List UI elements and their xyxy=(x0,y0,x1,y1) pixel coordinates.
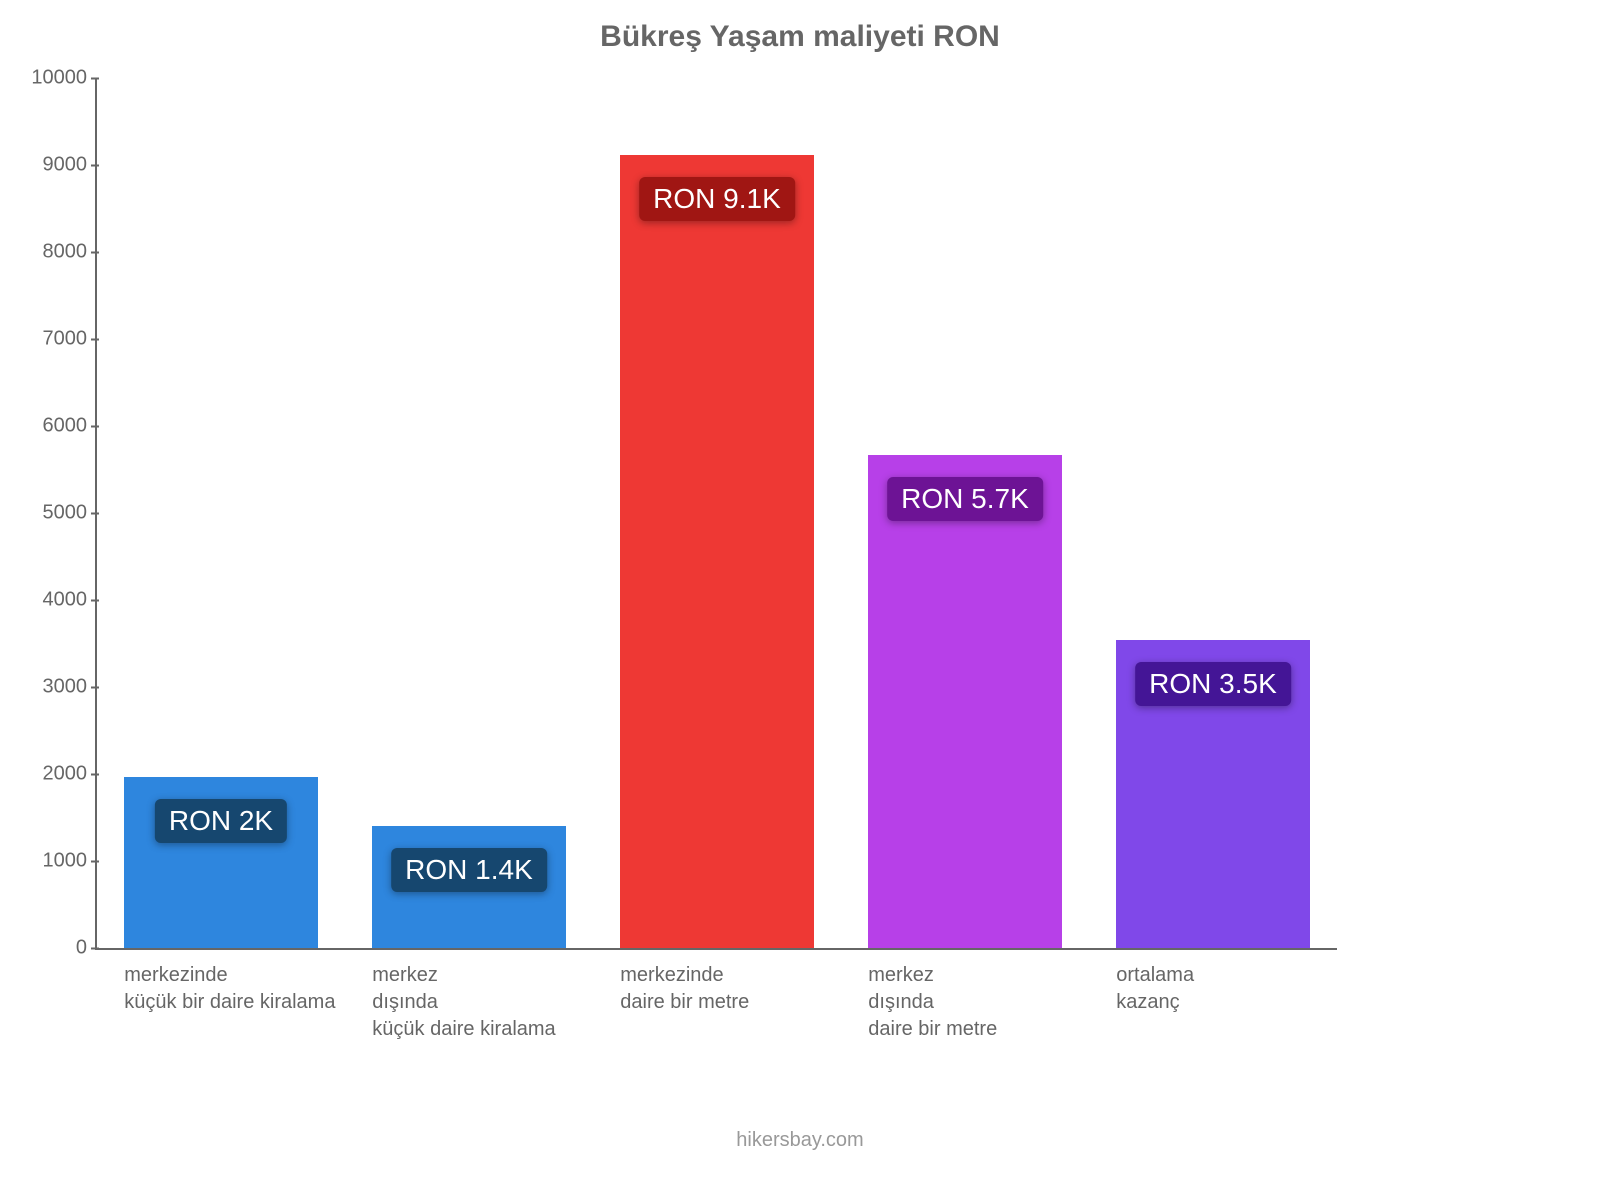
bar-value-label: RON 3.5K xyxy=(1135,662,1291,706)
y-tick-label: 4000 xyxy=(17,589,87,612)
bar: RON 1.4K xyxy=(372,826,565,948)
y-tick-label: 6000 xyxy=(17,415,87,438)
bar: RON 5.7K xyxy=(868,455,1061,948)
footer-credit: hikersbay.com xyxy=(0,1129,1600,1152)
chart-title: Bükreş Yaşam maliyeti RON xyxy=(0,20,1600,54)
y-tick-label: 10000 xyxy=(17,67,87,90)
chart-container: Bükreş Yaşam maliyeti RON 01000200030004… xyxy=(0,0,1600,1200)
x-category-label: merkez dışında küçük daire kiralama xyxy=(372,948,660,1043)
x-category-label: merkezinde küçük bir daire kiralama xyxy=(124,948,412,1016)
bar-value-label: RON 2K xyxy=(155,799,287,843)
y-tick-label: 9000 xyxy=(17,154,87,177)
x-category-label: ortalama kazanç xyxy=(1116,948,1404,1016)
y-tick-label: 2000 xyxy=(17,763,87,786)
y-tick-label: 1000 xyxy=(17,850,87,873)
bar-value-label: RON 1.4K xyxy=(391,848,547,892)
bar: RON 9.1K xyxy=(620,155,813,948)
y-tick-label: 8000 xyxy=(17,241,87,264)
y-tick-label: 3000 xyxy=(17,676,87,699)
bar: RON 3.5K xyxy=(1116,640,1309,948)
y-tick-label: 7000 xyxy=(17,328,87,351)
bar: RON 2K xyxy=(124,777,317,948)
x-category-label: merkez dışında daire bir metre xyxy=(868,948,1156,1043)
y-tick-label: 5000 xyxy=(17,502,87,525)
bar-value-label: RON 9.1K xyxy=(639,177,795,221)
plot-area: 0100020003000400050006000700080009000100… xyxy=(95,78,1337,950)
y-tick-label: 0 xyxy=(17,937,87,960)
x-category-label: merkezinde daire bir metre xyxy=(620,948,908,1016)
bar-value-label: RON 5.7K xyxy=(887,477,1043,521)
